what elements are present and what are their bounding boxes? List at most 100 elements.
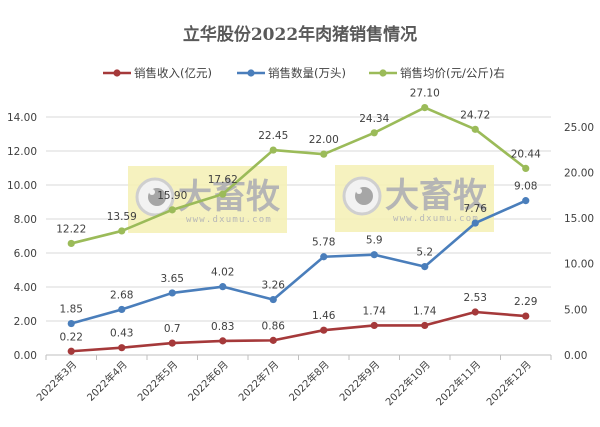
data-point xyxy=(269,295,277,304)
data-label: 5.9 xyxy=(366,235,383,247)
data-point xyxy=(421,103,429,112)
legend-item-0: 销售收入(亿元) xyxy=(103,66,212,80)
left-axis-tick: 2.00 xyxy=(14,316,37,328)
data-point xyxy=(219,190,227,198)
data-point xyxy=(320,326,328,334)
x-axis: 2022年3月 2022年4月 2022年5月 2022年6月 2022年7月 2022年… xyxy=(34,358,534,408)
data-point xyxy=(269,336,277,344)
right-axis-tick: 0.00 xyxy=(564,350,587,362)
series-lines xyxy=(67,103,530,355)
data-point xyxy=(168,206,176,214)
data-point xyxy=(269,146,277,154)
data-label: 17.62 xyxy=(208,174,238,186)
data-label: 15.90 xyxy=(157,190,187,202)
legend-label: 销售收入(亿元) xyxy=(134,66,212,80)
right-axis-tick: 20.00 xyxy=(564,167,594,179)
data-point xyxy=(67,239,75,248)
data-point xyxy=(67,347,75,355)
data-label: 1.85 xyxy=(60,304,83,316)
series-line xyxy=(70,106,527,245)
right-axis-tick: 15.00 xyxy=(564,213,594,225)
data-point xyxy=(370,321,378,330)
data-label: 4.02 xyxy=(211,267,234,279)
data-point xyxy=(219,337,227,345)
right-axis-tick: 10.00 xyxy=(564,259,594,271)
left-axis-tick: 8.00 xyxy=(14,214,37,226)
data-label: 27.10 xyxy=(410,88,440,100)
data-point xyxy=(219,283,227,291)
data-label: 22.45 xyxy=(258,130,288,142)
legend-item-1: 销售数量(万头) xyxy=(237,66,346,80)
series-2 xyxy=(67,103,530,248)
data-labels: 0.22 0.43 0.7 0.83 0.86 1.46 1.74 1.74 2.53 2.29 1… xyxy=(56,88,541,344)
x-axis-label: 2022年6月 xyxy=(185,358,231,404)
gridlines xyxy=(45,116,552,360)
data-label: 1.74 xyxy=(413,305,437,317)
watermark-url: www.dxumu.com xyxy=(186,215,272,225)
data-point xyxy=(67,319,75,328)
x-axis-label: 2022年10月 xyxy=(383,358,433,408)
data-point xyxy=(370,129,378,137)
x-axis-label: 2022年7月 xyxy=(236,358,282,404)
data-label: 24.34 xyxy=(359,113,389,125)
left-axis-tick: 6.00 xyxy=(14,248,37,260)
data-label: 2.53 xyxy=(464,292,487,304)
data-point xyxy=(522,197,530,205)
left-axis-tick: 12.00 xyxy=(7,146,37,158)
data-point xyxy=(370,251,378,259)
data-label: 5.78 xyxy=(312,237,335,249)
x-axis-label: 2022年11月 xyxy=(433,358,483,408)
legend-marker-icon xyxy=(247,69,255,77)
x-axis-label: 2022年5月 xyxy=(135,358,181,404)
data-label: 1.46 xyxy=(312,310,336,322)
legend-marker-icon xyxy=(379,69,387,77)
left-axis-tick: 10.00 xyxy=(7,180,37,192)
legend-item-2: 销售均价(元/公斤)右 xyxy=(369,66,505,80)
data-label: 2.29 xyxy=(514,296,537,308)
x-axis-label: 2022年9月 xyxy=(337,358,383,404)
data-point xyxy=(118,344,126,352)
x-axis-label: 2022年4月 xyxy=(84,358,130,404)
left-axis-tick: 14.00 xyxy=(7,112,37,124)
right-axis-tick: 25.00 xyxy=(564,122,594,134)
data-label: 22.00 xyxy=(309,134,339,146)
data-label: 12.22 xyxy=(56,223,86,235)
data-point xyxy=(168,339,176,347)
data-label: 0.22 xyxy=(60,331,83,343)
data-label: 3.26 xyxy=(262,280,286,292)
data-point xyxy=(320,150,328,158)
data-point xyxy=(421,263,429,271)
data-label: 20.44 xyxy=(511,148,541,160)
legend: 销售收入(亿元) 销售数量(万头) 销售均价(元/公斤)右 xyxy=(103,66,505,80)
data-label: 9.08 xyxy=(514,181,537,193)
data-point xyxy=(118,305,126,314)
data-label: 24.72 xyxy=(460,109,490,121)
data-label: 13.59 xyxy=(107,211,137,223)
data-label: 1.74 xyxy=(363,305,387,317)
watermark-url: www.dxumu.com xyxy=(393,214,479,224)
chart-title: 立华股份2022年肉猪销售情况 xyxy=(183,24,417,45)
left-axis-tick: 4.00 xyxy=(14,282,37,294)
watermark-brand: 大畜牧 xyxy=(178,177,281,217)
data-point xyxy=(118,227,126,235)
series-1 xyxy=(67,197,530,328)
data-point xyxy=(168,289,176,297)
series-line xyxy=(71,310,526,353)
legend-label: 销售数量(万头) xyxy=(268,66,346,80)
legend-marker-icon xyxy=(113,69,121,77)
data-label: 3.65 xyxy=(161,273,184,285)
watermark-brand: 大畜牧 xyxy=(385,176,488,216)
right-axis: 0.00 5.00 10.00 15.00 20.00 25.00 xyxy=(564,122,594,362)
data-point xyxy=(471,125,479,133)
data-label: 0.86 xyxy=(262,320,286,332)
series-0 xyxy=(67,308,530,355)
legend-label: 销售均价(元/公斤)右 xyxy=(400,66,505,80)
data-label: 2.68 xyxy=(110,289,133,301)
data-point xyxy=(471,308,479,316)
x-axis-label: 2022年12月 xyxy=(484,358,534,408)
data-point xyxy=(522,164,530,172)
x-axis-label: 2022年8月 xyxy=(286,358,332,404)
